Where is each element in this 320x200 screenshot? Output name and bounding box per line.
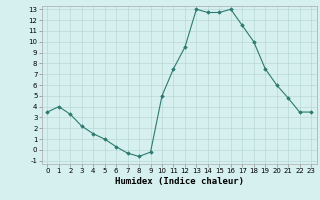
X-axis label: Humidex (Indice chaleur): Humidex (Indice chaleur) (115, 177, 244, 186)
